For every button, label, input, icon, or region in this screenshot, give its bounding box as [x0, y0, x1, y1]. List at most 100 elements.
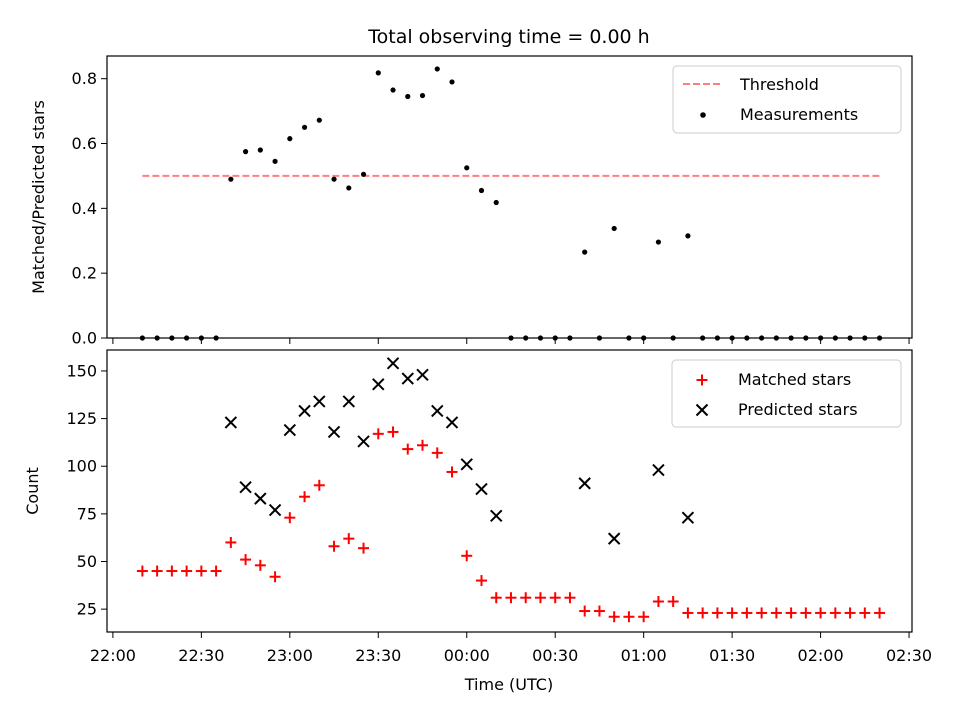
- matched-star-point: [446, 466, 458, 478]
- matched-star-point: [505, 592, 517, 604]
- measurement-point: [405, 93, 411, 100]
- predicted-star-point: [460, 458, 473, 471]
- matched-star-point: [402, 443, 414, 455]
- matched-star-point: [815, 607, 827, 619]
- predicted-star-point: [445, 416, 459, 429]
- measurement-point: [346, 185, 352, 191]
- predicted-star-point: [283, 423, 297, 437]
- matched-star-point: [225, 536, 237, 548]
- matched-star-point: [741, 607, 753, 619]
- bottom-plot-frame: [106, 349, 913, 633]
- x-axis-label: Time (UTC): [464, 675, 553, 694]
- matched-star-point: [785, 607, 797, 619]
- measurement-point: [419, 92, 426, 99]
- y-tick-label: 0.6: [72, 134, 97, 153]
- x-tick-label: 22:00: [90, 646, 136, 665]
- matched-star-point: [151, 565, 163, 577]
- bottom-y-axis: 25 50 75 100 125 150: [66, 361, 107, 619]
- matched-star-point: [520, 592, 532, 604]
- matched-star-point: [269, 571, 281, 583]
- predicted-star-point: [475, 482, 488, 496]
- predicted-stars-points: [224, 357, 695, 545]
- top-x-axis: [112, 338, 910, 344]
- measurement-point: [449, 79, 455, 85]
- matched-star-point: [638, 611, 650, 623]
- y-tick-label: 50: [77, 552, 97, 571]
- legend-predicted-label: Predicted stars: [738, 400, 858, 419]
- matched-star-point: [829, 607, 841, 619]
- matched-star-point: [313, 479, 325, 491]
- matched-star-point: [711, 607, 723, 619]
- x-tick-label: 02:00: [798, 646, 844, 665]
- measurement-point: [464, 165, 470, 171]
- measurement-point: [390, 87, 396, 93]
- measurement-point: [316, 117, 322, 123]
- predicted-star-point: [386, 357, 400, 370]
- matched-star-point: [490, 592, 502, 604]
- y-tick-label: 150: [66, 361, 97, 380]
- y-tick-label: 0.2: [72, 264, 97, 283]
- legend-matched-label: Matched stars: [738, 370, 851, 389]
- matched-star-point: [195, 565, 207, 577]
- matched-star-point: [682, 607, 694, 619]
- measurement-point: [228, 176, 234, 182]
- top-legend: Threshold Measurements: [672, 65, 902, 134]
- matched-star-point: [299, 491, 311, 503]
- matched-star-point: [136, 565, 148, 577]
- measurement-point: [272, 158, 278, 164]
- matched-star-point: [844, 607, 856, 619]
- bottom-legend-box: [671, 359, 902, 428]
- legend-measurements-swatch: [700, 112, 706, 118]
- predicted-star-point: [607, 532, 621, 545]
- matched-star-point: [417, 439, 429, 451]
- predicted-star-point: [342, 395, 356, 408]
- top-y-axis: 0.0 0.2 0.4 0.6 0.8: [72, 69, 107, 348]
- matched-star-point: [770, 607, 782, 619]
- predicted-star-point: [416, 368, 429, 381]
- measurement-point: [478, 187, 485, 194]
- matched-star-point: [166, 565, 178, 577]
- predicted-star-point: [652, 463, 665, 477]
- predicted-star-point: [298, 404, 311, 418]
- matched-stars-points: [136, 426, 886, 623]
- matched-star-point: [210, 565, 222, 577]
- y-tick-label: 0.0: [72, 329, 97, 348]
- x-tick-label: 23:00: [267, 646, 313, 665]
- y-tick-label: 125: [66, 409, 97, 428]
- predicted-star-point: [490, 509, 503, 522]
- matched-star-point: [475, 575, 487, 587]
- predicted-star-point: [224, 416, 238, 429]
- y-tick-label: 0.8: [72, 69, 97, 88]
- top-legend-box: [672, 65, 902, 134]
- x-tick-label: 22:30: [178, 646, 224, 665]
- measurement-point: [257, 147, 263, 153]
- matched-star-point: [343, 533, 355, 545]
- x-tick-label: 01:30: [709, 646, 755, 665]
- legend-matched-marker: [696, 374, 708, 386]
- matched-star-point: [756, 607, 768, 619]
- measurement-point: [375, 70, 381, 76]
- measurement-point: [331, 176, 337, 182]
- legend-measurements-label: Measurements: [740, 105, 858, 124]
- x-tick-label: 00:00: [444, 646, 490, 665]
- bottom-y-axis-label: Count: [23, 467, 42, 515]
- bottom-legend: Matched stars Predicted stars: [671, 359, 902, 428]
- matched-star-point: [549, 592, 561, 604]
- matched-star-point: [461, 550, 473, 562]
- matched-star-point: [284, 512, 296, 524]
- top-plot-frame: [106, 55, 913, 339]
- x-tick-label: 02:30: [886, 646, 932, 665]
- predicted-star-point: [268, 503, 282, 517]
- matched-star-point: [859, 607, 871, 619]
- x-tick-label: 23:30: [355, 646, 401, 665]
- predicted-star-point: [357, 435, 370, 448]
- measurement-point: [287, 136, 293, 142]
- predicted-star-point: [239, 480, 252, 494]
- matched-star-point: [564, 592, 576, 604]
- matched-star-point: [534, 592, 546, 604]
- y-tick-label: 75: [77, 504, 97, 523]
- measurement-point: [582, 249, 588, 255]
- measurement-point: [434, 66, 440, 72]
- matched-star-point: [667, 596, 679, 608]
- matched-star-point: [181, 565, 193, 577]
